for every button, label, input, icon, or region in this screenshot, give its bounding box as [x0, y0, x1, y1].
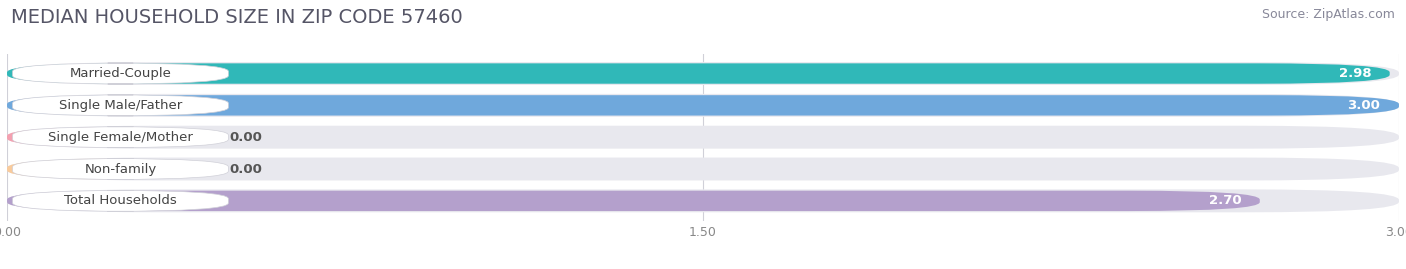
- FancyBboxPatch shape: [13, 95, 228, 116]
- FancyBboxPatch shape: [7, 158, 1399, 180]
- FancyBboxPatch shape: [7, 62, 1399, 85]
- FancyBboxPatch shape: [7, 189, 1399, 212]
- Text: 0.00: 0.00: [229, 131, 263, 144]
- Text: MEDIAN HOUSEHOLD SIZE IN ZIP CODE 57460: MEDIAN HOUSEHOLD SIZE IN ZIP CODE 57460: [11, 8, 463, 27]
- FancyBboxPatch shape: [13, 190, 228, 211]
- FancyBboxPatch shape: [13, 158, 228, 179]
- Text: Non-family: Non-family: [84, 162, 156, 175]
- Text: 3.00: 3.00: [1347, 99, 1381, 112]
- Text: Single Male/Father: Single Male/Father: [59, 99, 183, 112]
- FancyBboxPatch shape: [7, 63, 1389, 84]
- Text: Single Female/Mother: Single Female/Mother: [48, 131, 193, 144]
- FancyBboxPatch shape: [7, 191, 1260, 211]
- Text: Total Households: Total Households: [65, 194, 177, 207]
- Text: 2.70: 2.70: [1209, 194, 1241, 207]
- Text: Married-Couple: Married-Couple: [69, 67, 172, 80]
- Text: 2.98: 2.98: [1339, 67, 1371, 80]
- Text: Source: ZipAtlas.com: Source: ZipAtlas.com: [1261, 8, 1395, 21]
- FancyBboxPatch shape: [7, 126, 1399, 149]
- FancyBboxPatch shape: [7, 159, 202, 179]
- FancyBboxPatch shape: [13, 127, 228, 148]
- Text: 0.00: 0.00: [229, 162, 263, 175]
- FancyBboxPatch shape: [7, 95, 1399, 116]
- FancyBboxPatch shape: [13, 63, 228, 84]
- FancyBboxPatch shape: [7, 94, 1399, 117]
- FancyBboxPatch shape: [7, 127, 202, 147]
